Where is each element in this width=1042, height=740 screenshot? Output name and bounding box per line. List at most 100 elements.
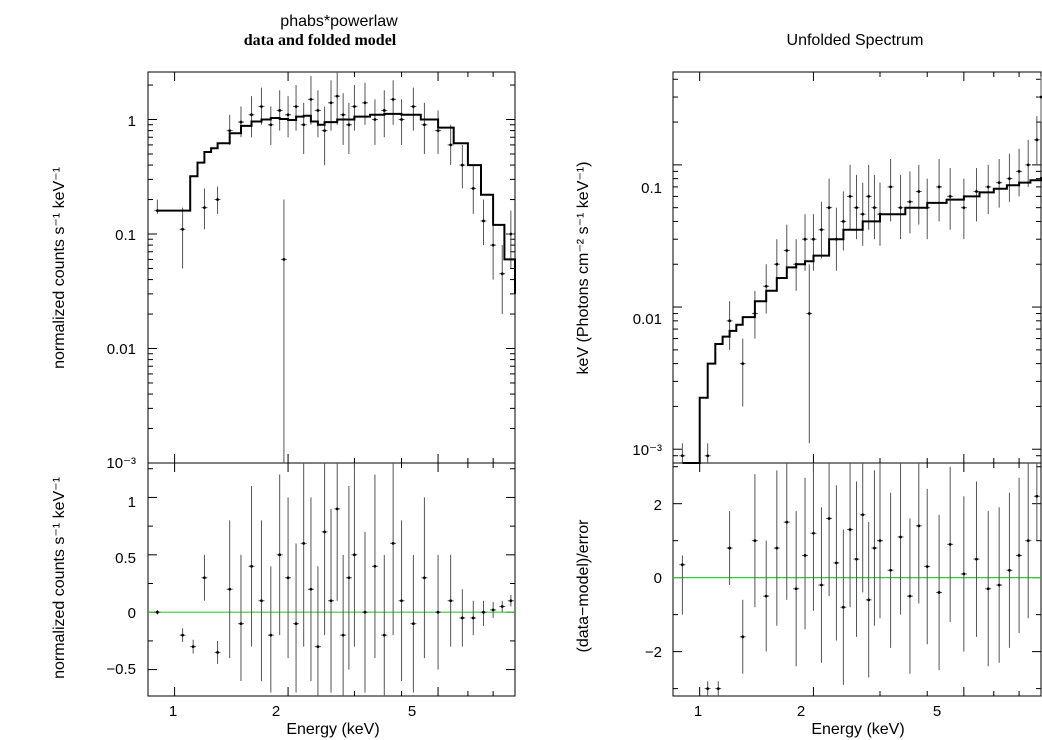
data-point xyxy=(986,587,990,591)
right-top-frame xyxy=(672,71,1042,464)
right-xlabel: Energy (keV) xyxy=(811,721,904,738)
data-point xyxy=(706,687,710,691)
data-point xyxy=(1026,539,1030,543)
data-point xyxy=(400,599,403,603)
data-point xyxy=(382,633,386,637)
data-point xyxy=(278,553,282,557)
data-point xyxy=(278,109,282,112)
x-tick-label: 5 xyxy=(933,703,941,720)
data-point xyxy=(873,206,876,210)
data-point xyxy=(181,227,184,231)
x-tick-label: 5 xyxy=(408,703,416,720)
data-point xyxy=(848,195,852,198)
data-point xyxy=(500,605,504,608)
data-point xyxy=(716,687,720,691)
data-point xyxy=(482,610,485,614)
model-line xyxy=(157,112,516,294)
right-title: Unfolded Spectrum xyxy=(787,32,924,49)
data-point xyxy=(785,520,789,524)
data-point xyxy=(908,200,912,204)
data-point xyxy=(509,599,513,603)
model-line xyxy=(682,177,1042,464)
data-point xyxy=(728,319,732,323)
y-tick-label: 0 xyxy=(128,605,136,622)
data-point xyxy=(861,212,865,216)
data-point xyxy=(834,561,838,565)
data-point xyxy=(509,232,513,236)
data-point xyxy=(975,557,978,561)
x-tick-label: 2 xyxy=(272,703,280,720)
data-point xyxy=(1008,177,1011,181)
data-point xyxy=(975,190,978,193)
data-point xyxy=(216,198,219,201)
data-point xyxy=(216,650,219,654)
data-point xyxy=(491,243,495,247)
data-point xyxy=(391,97,395,101)
y-tick-label: 0.1 xyxy=(641,180,662,197)
data-point xyxy=(250,564,253,568)
data-point xyxy=(1035,138,1039,142)
data-point xyxy=(820,228,823,232)
data-point xyxy=(363,101,367,105)
left-subtitle: data and folded model xyxy=(244,32,397,49)
data-point xyxy=(706,454,710,458)
data-point xyxy=(329,101,333,105)
data-point xyxy=(316,645,320,649)
data-point xyxy=(753,539,757,543)
data-point xyxy=(917,190,921,193)
data-point xyxy=(302,123,306,127)
data-point xyxy=(294,622,298,626)
data-point xyxy=(323,129,326,133)
left-top-ylabel: normalized counts s⁻¹ keV⁻¹ xyxy=(51,167,68,369)
data-point xyxy=(867,598,871,602)
data-point xyxy=(302,541,306,545)
data-point xyxy=(269,123,273,127)
data-point xyxy=(728,546,732,550)
data-point xyxy=(803,554,807,557)
data-point xyxy=(309,587,313,591)
data-point xyxy=(962,206,966,210)
data-point xyxy=(986,185,990,189)
left-top-plot-area xyxy=(148,72,516,464)
data-point xyxy=(899,535,902,539)
data-point xyxy=(775,546,779,550)
data-point xyxy=(423,576,426,580)
data-point xyxy=(436,610,440,614)
data-point xyxy=(1035,494,1039,498)
data-point xyxy=(341,113,345,117)
data-point xyxy=(1017,554,1021,557)
data-point xyxy=(803,237,807,241)
data-point xyxy=(917,524,921,528)
data-point xyxy=(329,599,333,603)
data-point xyxy=(925,565,929,568)
data-point xyxy=(191,645,195,649)
left-bottom-ylabel: normalized counts s⁻¹ keV⁻¹ xyxy=(51,477,68,679)
data-point xyxy=(228,587,232,591)
data-point xyxy=(449,599,453,603)
data-point xyxy=(1017,169,1021,173)
data-point xyxy=(937,591,941,594)
data-point xyxy=(294,105,298,108)
left-bottom-plot-area xyxy=(148,463,516,696)
data-point xyxy=(286,576,290,580)
data-point xyxy=(460,163,464,167)
data-point xyxy=(812,531,815,535)
data-point xyxy=(155,610,159,614)
data-point xyxy=(848,528,852,531)
data-point xyxy=(962,572,966,576)
data-point xyxy=(353,105,356,108)
right-bottom-frame xyxy=(672,462,1042,697)
left-xlabel: Energy (keV) xyxy=(286,721,379,738)
data-point xyxy=(500,272,504,276)
data-point xyxy=(400,118,403,121)
data-point xyxy=(867,195,871,198)
data-point xyxy=(1026,163,1030,167)
data-point xyxy=(323,530,326,534)
data-point xyxy=(316,109,320,112)
y-tick-label: 1 xyxy=(128,494,136,511)
data-point xyxy=(807,312,811,315)
data-point xyxy=(347,123,351,127)
data-point xyxy=(335,507,339,511)
data-point xyxy=(861,513,865,517)
data-point xyxy=(491,608,495,612)
